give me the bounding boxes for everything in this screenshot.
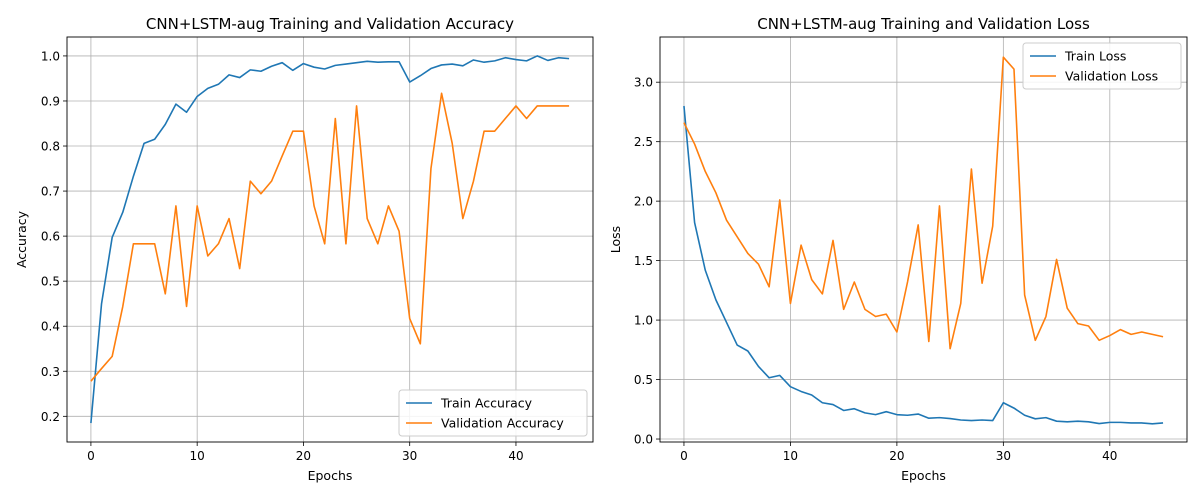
loss-ytick-label-1.0: 1.0 xyxy=(634,314,653,328)
loss-chart: 0 10 20 30 40 0.0 0.5 1.0 1.5 2.0 2.5 3.0 CNN+LSTM-… xyxy=(608,15,1188,483)
loss-ytick-label-0.0: 0.0 xyxy=(634,433,653,447)
loss-x-axis-label: Epochs xyxy=(901,468,946,483)
loss-ytick-label-0.5: 0.5 xyxy=(634,373,653,387)
loss-ytick-label-3.0: 3.0 xyxy=(634,76,653,90)
accuracy-ytick-label-0.4: 0.4 xyxy=(41,320,60,334)
loss-ytick-label-1.5: 1.5 xyxy=(634,254,653,268)
legend-label-train-accuracy: Train Accuracy xyxy=(440,396,533,411)
accuracy-ytick-label-0.9: 0.9 xyxy=(41,94,60,108)
accuracy-xtick-label-20: 20 xyxy=(296,449,311,463)
accuracy-plot-frame xyxy=(66,36,594,443)
accuracy-x-axis-label: Epochs xyxy=(308,468,353,483)
accuracy-ticks: 0 10 20 30 40 0.2 0.3 0.4 0.5 0.6 0.7 0.8 0.9 1.0 xyxy=(41,49,524,463)
loss-xtick-label-40: 40 xyxy=(1102,449,1117,463)
loss-xtick-label-0: 0 xyxy=(680,449,688,463)
accuracy-ytick-label-1.0: 1.0 xyxy=(41,49,60,63)
accuracy-ytick-label-0.8: 0.8 xyxy=(41,140,60,154)
accuracy-legend: Train Accuracy Validation Accuracy xyxy=(398,389,588,437)
accuracy-xtick-label-0: 0 xyxy=(87,449,95,463)
loss-series xyxy=(683,56,1164,425)
accuracy-legend-box xyxy=(398,389,588,437)
loss-plot-frame xyxy=(659,36,1188,443)
loss-grid xyxy=(660,37,1187,442)
series-line-validation-loss xyxy=(683,56,1164,350)
accuracy-ytick-label-0.2: 0.2 xyxy=(41,410,60,424)
accuracy-xtick-label-40: 40 xyxy=(508,449,523,463)
loss-legend: Train Loss Validation Loss xyxy=(1022,42,1182,90)
accuracy-chart-title: CNN+LSTM-aug Training and Validation Acc… xyxy=(146,15,514,33)
loss-ytick-label-2.5: 2.5 xyxy=(634,135,653,149)
loss-legend-box xyxy=(1022,42,1182,90)
accuracy-ytick-label-0.6: 0.6 xyxy=(41,230,60,244)
loss-y-axis-label: Loss xyxy=(608,226,623,253)
series-line-train-loss xyxy=(683,105,1164,425)
series-line-train-accuracy xyxy=(90,55,570,424)
accuracy-grid xyxy=(67,37,593,442)
accuracy-chart: 0 10 20 30 40 0.2 0.3 0.4 0.5 0.6 0.7 0.8 0.9 1.0 CNN… xyxy=(14,15,594,483)
accuracy-y-axis-label: Accuracy xyxy=(14,210,29,268)
legend-label-train-loss: Train Loss xyxy=(1064,49,1126,64)
accuracy-ytick-label-0.7: 0.7 xyxy=(41,185,60,199)
loss-xtick-label-30: 30 xyxy=(996,449,1011,463)
loss-ytick-label-2.0: 2.0 xyxy=(634,195,653,209)
accuracy-xtick-label-30: 30 xyxy=(402,449,417,463)
accuracy-xtick-label-10: 10 xyxy=(190,449,205,463)
loss-xtick-label-20: 20 xyxy=(889,449,904,463)
loss-chart-title: CNN+LSTM-aug Training and Validation Los… xyxy=(757,15,1090,33)
loss-xtick-label-10: 10 xyxy=(783,449,798,463)
accuracy-ytick-label-0.3: 0.3 xyxy=(41,365,60,379)
loss-ticks: 0 10 20 30 40 0.0 0.5 1.0 1.5 2.0 2.5 3.0 xyxy=(634,76,1118,463)
legend-label-validation-loss: Validation Loss xyxy=(1065,69,1158,84)
legend-label-validation-accuracy: Validation Accuracy xyxy=(441,416,564,431)
accuracy-series xyxy=(90,55,570,424)
series-line-validation-accuracy xyxy=(90,92,570,382)
accuracy-ytick-label-0.5: 0.5 xyxy=(41,275,60,289)
